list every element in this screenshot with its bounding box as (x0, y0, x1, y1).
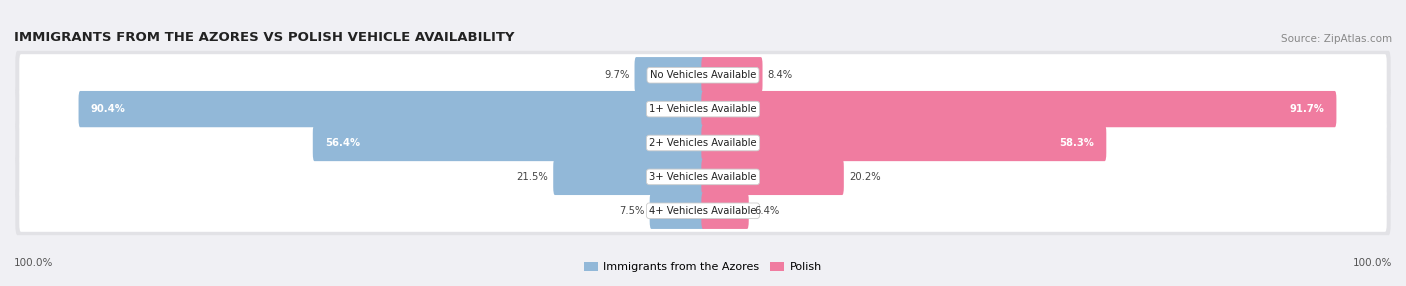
Text: 91.7%: 91.7% (1289, 104, 1324, 114)
Text: 3+ Vehicles Available: 3+ Vehicles Available (650, 172, 756, 182)
Text: 7.5%: 7.5% (619, 206, 644, 216)
Text: 1+ Vehicles Available: 1+ Vehicles Available (650, 104, 756, 114)
Text: 58.3%: 58.3% (1060, 138, 1094, 148)
FancyBboxPatch shape (20, 156, 1386, 198)
FancyBboxPatch shape (20, 190, 1386, 232)
FancyBboxPatch shape (15, 152, 1391, 201)
Legend: Immigrants from the Azores, Polish: Immigrants from the Azores, Polish (579, 257, 827, 277)
FancyBboxPatch shape (702, 159, 844, 195)
Text: 90.4%: 90.4% (90, 104, 125, 114)
FancyBboxPatch shape (702, 57, 762, 93)
FancyBboxPatch shape (650, 193, 704, 229)
FancyBboxPatch shape (702, 193, 749, 229)
FancyBboxPatch shape (553, 159, 704, 195)
Text: 100.0%: 100.0% (14, 258, 53, 268)
FancyBboxPatch shape (79, 91, 704, 127)
FancyBboxPatch shape (702, 125, 1107, 161)
Text: 100.0%: 100.0% (1353, 258, 1392, 268)
FancyBboxPatch shape (312, 125, 704, 161)
FancyBboxPatch shape (634, 57, 704, 93)
FancyBboxPatch shape (15, 186, 1391, 235)
Text: 2+ Vehicles Available: 2+ Vehicles Available (650, 138, 756, 148)
Text: 4+ Vehicles Available: 4+ Vehicles Available (650, 206, 756, 216)
Text: 21.5%: 21.5% (516, 172, 548, 182)
FancyBboxPatch shape (20, 122, 1386, 164)
Text: 6.4%: 6.4% (754, 206, 779, 216)
Text: IMMIGRANTS FROM THE AZORES VS POLISH VEHICLE AVAILABILITY: IMMIGRANTS FROM THE AZORES VS POLISH VEH… (14, 31, 515, 44)
FancyBboxPatch shape (20, 88, 1386, 130)
FancyBboxPatch shape (15, 51, 1391, 100)
Text: Source: ZipAtlas.com: Source: ZipAtlas.com (1281, 34, 1392, 44)
Text: No Vehicles Available: No Vehicles Available (650, 70, 756, 80)
FancyBboxPatch shape (20, 54, 1386, 96)
Text: 56.4%: 56.4% (325, 138, 360, 148)
FancyBboxPatch shape (702, 91, 1337, 127)
Text: 20.2%: 20.2% (849, 172, 880, 182)
FancyBboxPatch shape (15, 119, 1391, 167)
Text: 8.4%: 8.4% (768, 70, 793, 80)
FancyBboxPatch shape (15, 85, 1391, 134)
Text: 9.7%: 9.7% (605, 70, 630, 80)
